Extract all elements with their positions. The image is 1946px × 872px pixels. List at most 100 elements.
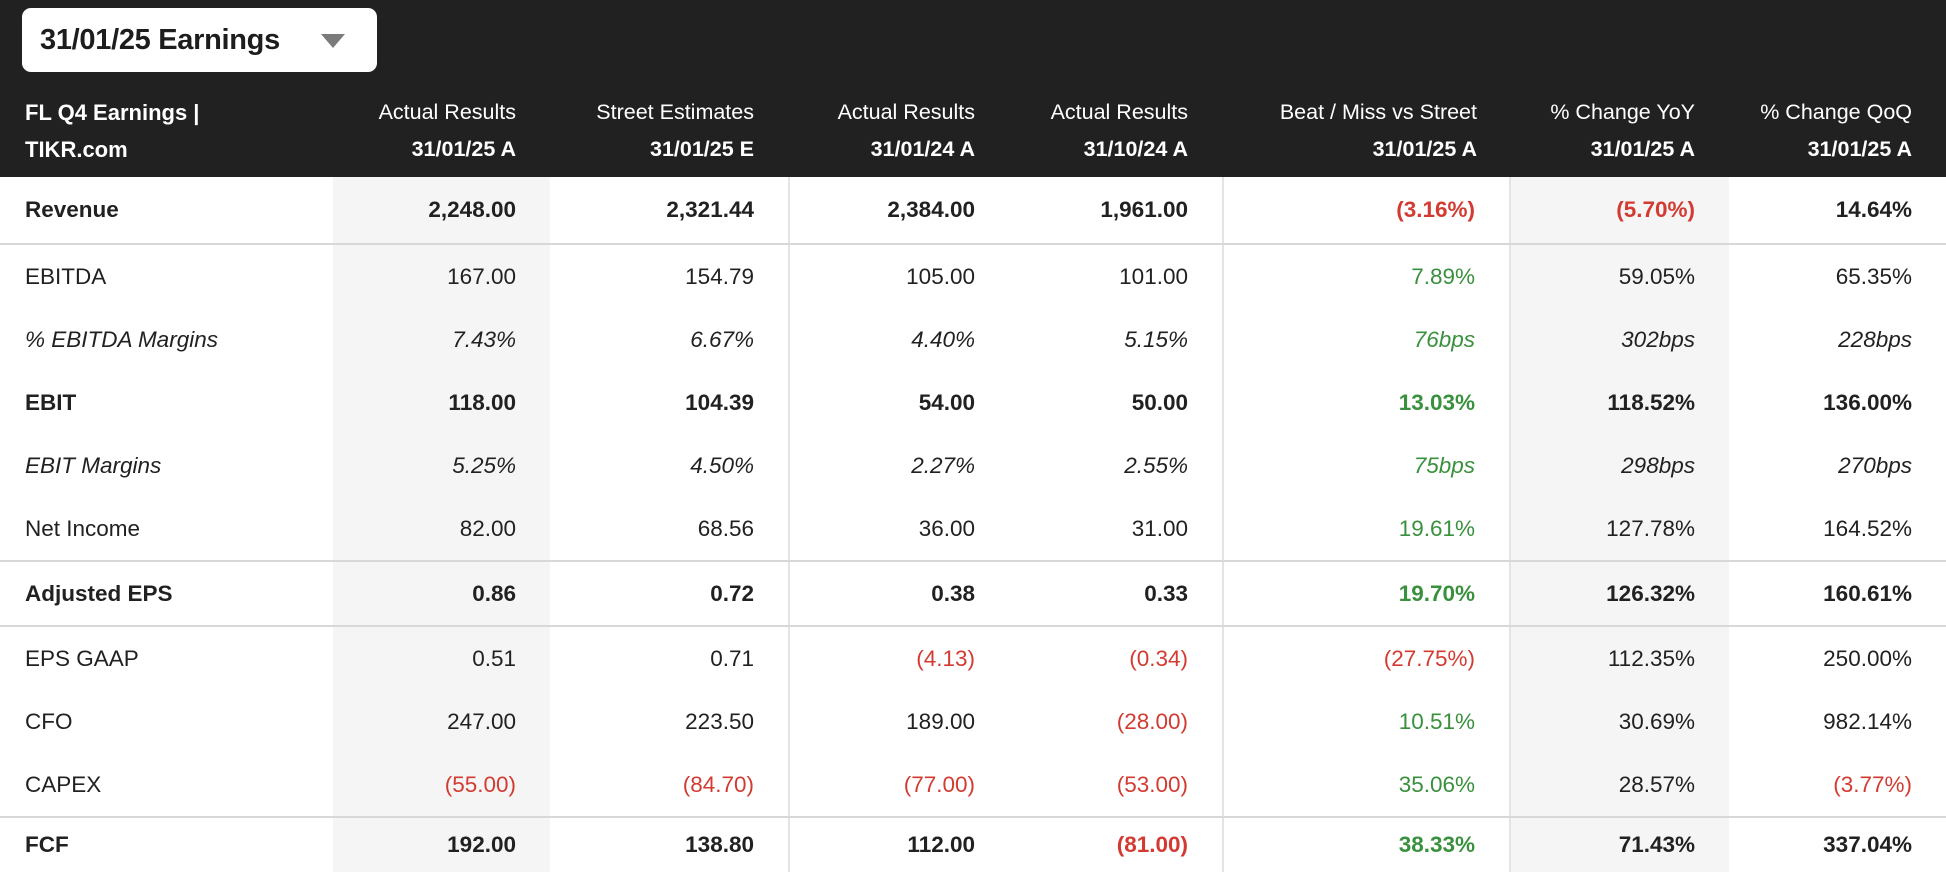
value-cell: (3.77%) xyxy=(1833,771,1912,797)
value-cell: (28.00) xyxy=(1116,708,1188,734)
row-label: Revenue xyxy=(25,197,119,222)
column-header-label: % Change YoY xyxy=(1550,100,1695,124)
value-cell: (5.70%) xyxy=(1511,177,1729,243)
value-cell: 164.52% xyxy=(1823,515,1912,541)
value-cell: 126.32% xyxy=(1511,562,1729,625)
period-selector-dropdown[interactable]: 31/01/25 Earnings xyxy=(22,8,377,72)
value-cell: 5.25% xyxy=(333,434,550,497)
value-cell: 105.00 xyxy=(788,245,1009,308)
value-cell: 118.52% xyxy=(1511,371,1729,434)
value-cell: 76bps xyxy=(1222,308,1511,371)
value-cell: 31.00 xyxy=(1131,515,1188,541)
value-cell: 35.06% xyxy=(1222,753,1511,816)
column-header-label: Actual Results xyxy=(837,100,975,124)
value-cell: 59.05% xyxy=(1511,245,1729,308)
column-header-date: 31/01/25 A xyxy=(1590,137,1695,161)
value-cell: (0.34) xyxy=(1129,645,1188,671)
value-cell: 7.89% xyxy=(1222,245,1511,308)
row-label: Adjusted EPS xyxy=(25,580,173,606)
value-cell: 250.00% xyxy=(1823,645,1912,671)
value-cell: 337.04% xyxy=(1823,832,1912,857)
column-header-actual-31-10-24: Actual Results 31/10/24 A xyxy=(1009,94,1222,168)
row-label: CAPEX xyxy=(25,771,102,797)
value-cell: 136.00% xyxy=(1823,389,1912,415)
column-header-date: 31/01/24 A xyxy=(870,137,975,161)
row-label: EBITDA xyxy=(25,263,107,289)
column-header-label: Actual Results xyxy=(1050,100,1188,124)
row-label: FCF xyxy=(25,832,69,857)
column-header-date: 31/01/25 E xyxy=(649,137,754,161)
table-title-line1: FL Q4 Earnings | xyxy=(25,100,200,125)
value-cell: 2,321.44 xyxy=(666,197,754,222)
value-cell: 118.00 xyxy=(333,371,550,434)
value-cell: 4.50% xyxy=(690,452,754,478)
column-header-street-estimates: Street Estimates 31/01/25 E xyxy=(550,94,788,168)
column-header-label: Actual Results xyxy=(378,100,516,124)
value-cell: 112.00 xyxy=(788,818,1009,872)
column-header-date: 31/01/25 A xyxy=(411,137,516,161)
column-header-date: 31/01/25 A xyxy=(1807,137,1912,161)
table-row: FCF 192.00 138.80 112.00 (81.00) 38.33% 71.43%… xyxy=(0,816,1946,872)
table-row: % EBITDA Margins 7.43% 6.67% 4.40% 5.15% 76bp… xyxy=(0,308,1946,371)
column-header-label: Street Estimates xyxy=(596,100,754,124)
table-header-bar: 31/01/25 Earnings FL Q4 Earnings | TIKR.… xyxy=(0,0,1946,177)
table-row: Adjusted EPS 0.86 0.72 0.38 0.33 19.70% 126.32… xyxy=(0,560,1946,627)
value-cell: 10.51% xyxy=(1222,690,1511,753)
value-cell: 65.35% xyxy=(1835,263,1912,289)
table-title-line2: TIKR.com xyxy=(25,137,128,162)
value-cell: (55.00) xyxy=(333,753,550,816)
earnings-table-body: Revenue 2,248.00 2,321.44 2,384.00 1,961.00 (… xyxy=(0,177,1946,872)
table-row: EBITDA 167.00 154.79 105.00 101.00 7.89% 59.05… xyxy=(0,245,1946,308)
value-cell: 138.80 xyxy=(685,832,754,857)
value-cell: 247.00 xyxy=(333,690,550,753)
value-cell: 7.43% xyxy=(333,308,550,371)
value-cell: 68.56 xyxy=(697,515,754,541)
value-cell: (53.00) xyxy=(1116,771,1188,797)
value-cell: 270bps xyxy=(1838,452,1912,478)
value-cell: 2.27% xyxy=(788,434,1009,497)
value-cell: 1,961.00 xyxy=(1100,197,1188,222)
value-cell: 101.00 xyxy=(1119,263,1188,289)
value-cell: 302bps xyxy=(1511,308,1729,371)
column-header-label: Beat / Miss vs Street xyxy=(1279,100,1477,124)
table-row: CFO 247.00 223.50 189.00 (28.00) 10.51% 30.69%… xyxy=(0,690,1946,753)
value-cell: 13.03% xyxy=(1222,371,1511,434)
column-header-actual-31-01-25: Actual Results 31/01/25 A xyxy=(333,94,550,168)
value-cell: 2,248.00 xyxy=(333,177,550,243)
row-label: EPS GAAP xyxy=(25,645,139,671)
value-cell: 104.39 xyxy=(685,389,754,415)
table-row: CAPEX (55.00) (84.70) (77.00) (53.00) 35.06% 2… xyxy=(0,753,1946,816)
table-row: EPS GAAP 0.51 0.71 (4.13) (0.34) (27.75%) 112.… xyxy=(0,627,1946,690)
value-cell: (84.70) xyxy=(682,771,754,797)
row-label: EBIT Margins xyxy=(25,452,162,478)
value-cell: (81.00) xyxy=(1116,832,1188,857)
value-cell: 298bps xyxy=(1511,434,1729,497)
value-cell: 75bps xyxy=(1222,434,1511,497)
value-cell: 28.57% xyxy=(1511,753,1729,816)
value-cell: 0.71 xyxy=(710,645,754,671)
value-cell: 0.86 xyxy=(333,562,550,625)
column-header-date: 31/01/25 A xyxy=(1372,137,1477,161)
value-cell: 160.61% xyxy=(1823,580,1912,606)
value-cell: 154.79 xyxy=(685,263,754,289)
period-selector-value: 31/01/25 Earnings xyxy=(40,23,280,56)
value-cell: 30.69% xyxy=(1511,690,1729,753)
value-cell: 38.33% xyxy=(1222,818,1511,872)
value-cell: (77.00) xyxy=(788,753,1009,816)
value-cell: 0.33 xyxy=(1144,580,1188,606)
table-row: EBIT 118.00 104.39 54.00 50.00 13.03% 118.52% 1… xyxy=(0,371,1946,434)
value-cell: 0.38 xyxy=(788,562,1009,625)
value-cell: 4.40% xyxy=(788,308,1009,371)
value-cell: 982.14% xyxy=(1823,708,1912,734)
value-cell: 6.67% xyxy=(690,326,754,352)
row-label: % EBITDA Margins xyxy=(25,326,218,352)
column-headers: FL Q4 Earnings | TIKR.com Actual Results… xyxy=(0,94,1946,177)
value-cell: (4.13) xyxy=(788,627,1009,690)
value-cell: 54.00 xyxy=(788,371,1009,434)
column-header-actual-31-01-24: Actual Results 31/01/24 A xyxy=(788,94,1009,168)
value-cell: 2,384.00 xyxy=(788,177,1009,243)
value-cell: 50.00 xyxy=(1131,389,1188,415)
value-cell: 71.43% xyxy=(1511,818,1729,872)
column-header-date: 31/10/24 A xyxy=(1083,137,1188,161)
